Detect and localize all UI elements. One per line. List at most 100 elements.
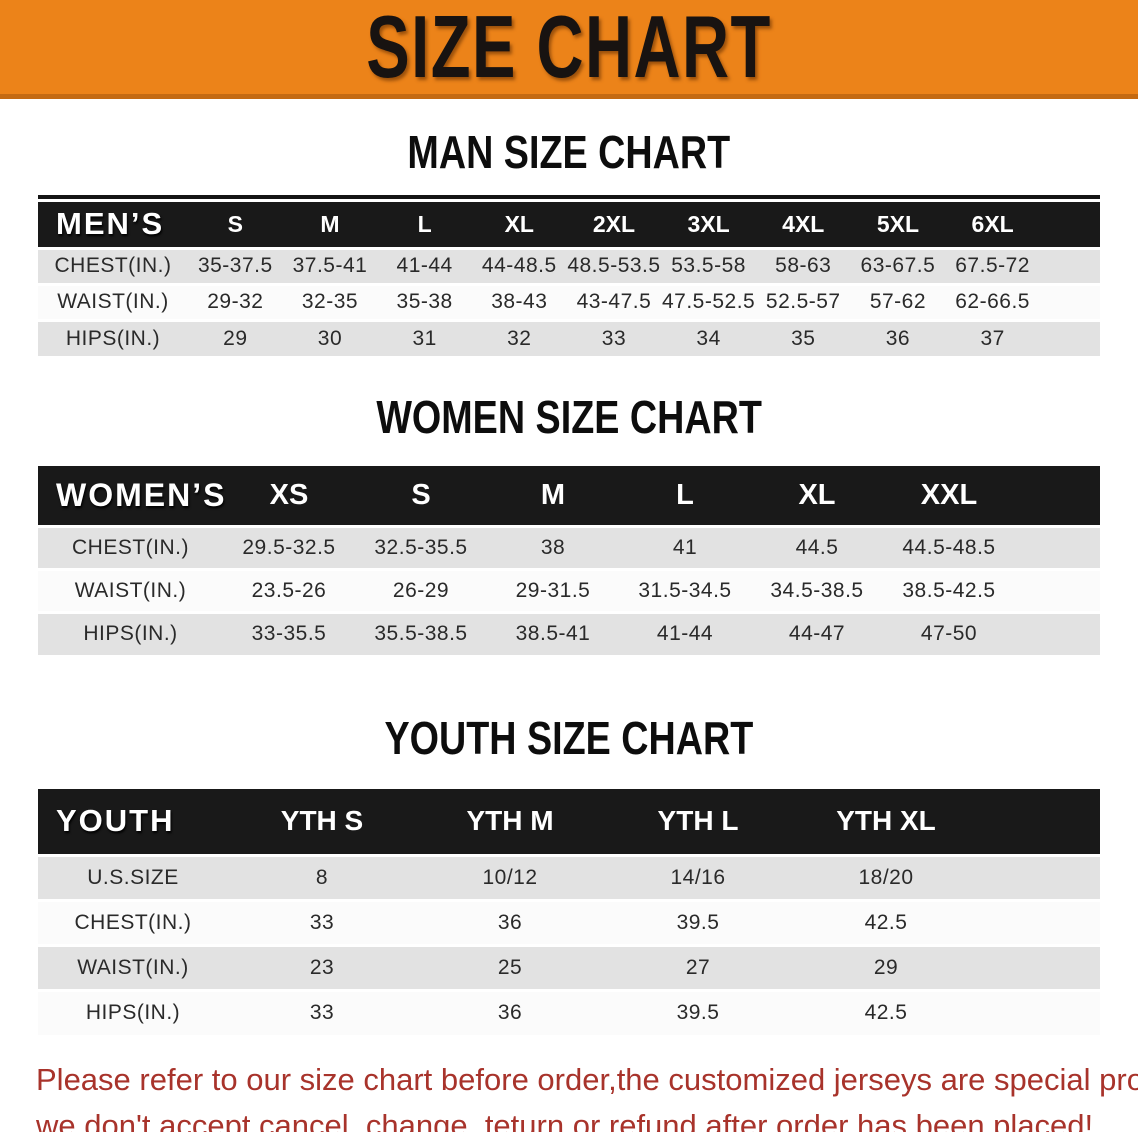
size-header-row: WOMEN’S XS S M L XL XXL: [38, 466, 1100, 526]
size-value: 26-29: [392, 578, 450, 602]
size-value: 42.5: [864, 1001, 908, 1025]
size-column-header: 5XL: [876, 210, 920, 237]
size-value: 27: [685, 955, 711, 979]
size-value: 36: [497, 910, 523, 934]
size-value: 34: [696, 326, 721, 350]
size-chart-banner: SIZE CHART: [0, 0, 1138, 99]
size-column-header: XL: [798, 478, 836, 511]
size-column-header: YTH L: [657, 805, 739, 837]
size-value: 38.5-41: [515, 622, 591, 646]
size-value: 23.5-26: [251, 578, 327, 602]
size-value: 38: [540, 535, 566, 559]
spacer-cell: [980, 789, 1100, 855]
size-column-header: XL: [504, 210, 534, 237]
measurement-row: HIPS(IN.) 33-35.5 35.5-38.5 38.5-41 41-44 44-…: [38, 612, 1100, 655]
youth-section-title: YOUTH SIZE CHART: [0, 711, 1138, 765]
size-header-row: YOUTH YTH S YTH M YTH L YTH XL: [38, 789, 1100, 855]
row-label: HIPS(IN.): [65, 326, 161, 350]
men-size-table: MEN’S S M L XL 2XL 3XL 4XL 5XL 6XL CHEST(IN.) 35-37…: [38, 202, 1100, 356]
size-value: 30: [317, 326, 343, 350]
size-value: 43-47.5: [576, 290, 652, 313]
size-value: 23: [309, 955, 335, 979]
women-section-title-text: WOMEN SIZE CHART: [376, 391, 762, 443]
men-size-table-wrap: MEN’S S M L XL 2XL 3XL 4XL 5XL 6XL CHEST(IN.) 35-37…: [38, 202, 1100, 356]
spacer-cell: [1040, 248, 1100, 284]
group-label: WOMEN’S: [56, 476, 227, 513]
size-value: 32-35: [301, 290, 359, 313]
size-value: 37: [980, 326, 1005, 350]
spacer-cell: [980, 945, 1100, 990]
measurement-row: CHEST(IN.) 35-37.5 37.5-41 41-44 44-48.5 48.5…: [38, 248, 1100, 284]
size-value: 32.5-35.5: [374, 535, 468, 559]
size-column-header: S: [227, 210, 243, 237]
size-value: 8: [315, 865, 329, 889]
measurement-row: CHEST(IN.) 29.5-32.5 32.5-35.5 38 41 44.5 44.5…: [38, 526, 1100, 569]
row-label: CHEST(IN.): [54, 254, 172, 277]
size-value: 33-35.5: [251, 622, 327, 646]
row-label: CHEST(IN.): [72, 535, 189, 559]
spacer-cell: [1015, 466, 1100, 526]
row-label: HIPS(IN.): [85, 1001, 181, 1025]
size-column-header: XXL: [920, 478, 978, 511]
row-label: U.S.SIZE: [87, 865, 179, 889]
size-value: 33: [601, 326, 627, 350]
row-label: CHEST(IN.): [74, 910, 192, 934]
size-column-header: L: [417, 210, 432, 237]
size-value: 41-44: [396, 254, 453, 277]
row-label: WAIST(IN.): [77, 955, 189, 979]
measurement-row: WAIST(IN.) 23.5-26 26-29 29-31.5 31.5-34.5 34…: [38, 569, 1100, 612]
size-value: 35-37.5: [197, 254, 273, 277]
size-value: 38.5-42.5: [902, 578, 996, 602]
size-value: 42.5: [864, 910, 908, 934]
measurement-row: CHEST(IN.) 33 36 39.5 42.5: [38, 900, 1100, 945]
spacer-cell: [980, 900, 1100, 945]
size-value: 41: [672, 535, 698, 559]
size-value: 10/12: [482, 865, 538, 889]
spacer-cell: [1040, 320, 1100, 356]
size-column-header: S: [411, 478, 431, 511]
size-value: 18/20: [858, 865, 914, 889]
size-value: 47-50: [920, 622, 978, 646]
size-value: 47.5-52.5: [661, 290, 756, 313]
size-value: 38-43: [491, 290, 548, 313]
size-value: 29-32: [207, 290, 264, 313]
size-column-header: M: [540, 478, 566, 511]
size-value: 44-47: [788, 622, 846, 646]
women-size-table-wrap: WOMEN’S XS S M L XL XXL CHEST(IN.) 29.5-32.5 32.5…: [38, 466, 1100, 655]
size-column-header: 4XL: [782, 210, 825, 237]
size-column-header: 3XL: [687, 210, 730, 237]
size-value: 33: [309, 910, 335, 934]
size-value: 31: [412, 326, 437, 350]
size-value: 32: [507, 326, 532, 350]
size-value: 44.5: [795, 535, 839, 559]
size-value: 35-38: [396, 290, 453, 313]
spacer-cell: [980, 855, 1100, 900]
size-value: 39.5: [676, 1001, 720, 1025]
disclaimer-line-2: we don't accept cancel, change, teturn o…: [36, 1108, 1094, 1132]
size-value: 35.5-38.5: [374, 622, 468, 646]
size-value: 29: [873, 955, 899, 979]
spacer-cell: [1015, 526, 1100, 569]
size-value: 29-31.5: [515, 578, 591, 602]
spacer-cell: [1040, 202, 1100, 248]
size-column-header: YTH S: [280, 805, 364, 837]
youth-section-title-text: YOUTH SIZE CHART: [384, 712, 754, 764]
size-value: 14/16: [670, 865, 726, 889]
man-section-title-text: MAN SIZE CHART: [407, 126, 731, 178]
size-value: 36: [885, 326, 911, 350]
size-value: 37.5-41: [292, 254, 368, 277]
size-value: 36: [497, 1001, 523, 1025]
size-value: 67.5-72: [955, 254, 1030, 277]
group-label: YOUTH: [56, 803, 175, 839]
size-column-header: M: [320, 210, 340, 237]
size-value: 25: [497, 955, 523, 979]
size-value: 53.5-58: [671, 254, 746, 277]
size-column-header: YTH M: [466, 805, 554, 837]
spacer-cell: [1015, 569, 1100, 612]
youth-size-table-wrap: YOUTH YTH S YTH M YTH L YTH XL U.S.SIZE 8 10/12…: [38, 789, 1100, 1035]
size-value: 48.5-53.5: [567, 254, 661, 277]
size-value: 39.5: [676, 910, 720, 934]
size-value: 44-48.5: [481, 254, 557, 277]
measurement-row: U.S.SIZE 8 10/12 14/16 18/20: [38, 855, 1100, 900]
size-column-header: XS: [269, 478, 309, 511]
